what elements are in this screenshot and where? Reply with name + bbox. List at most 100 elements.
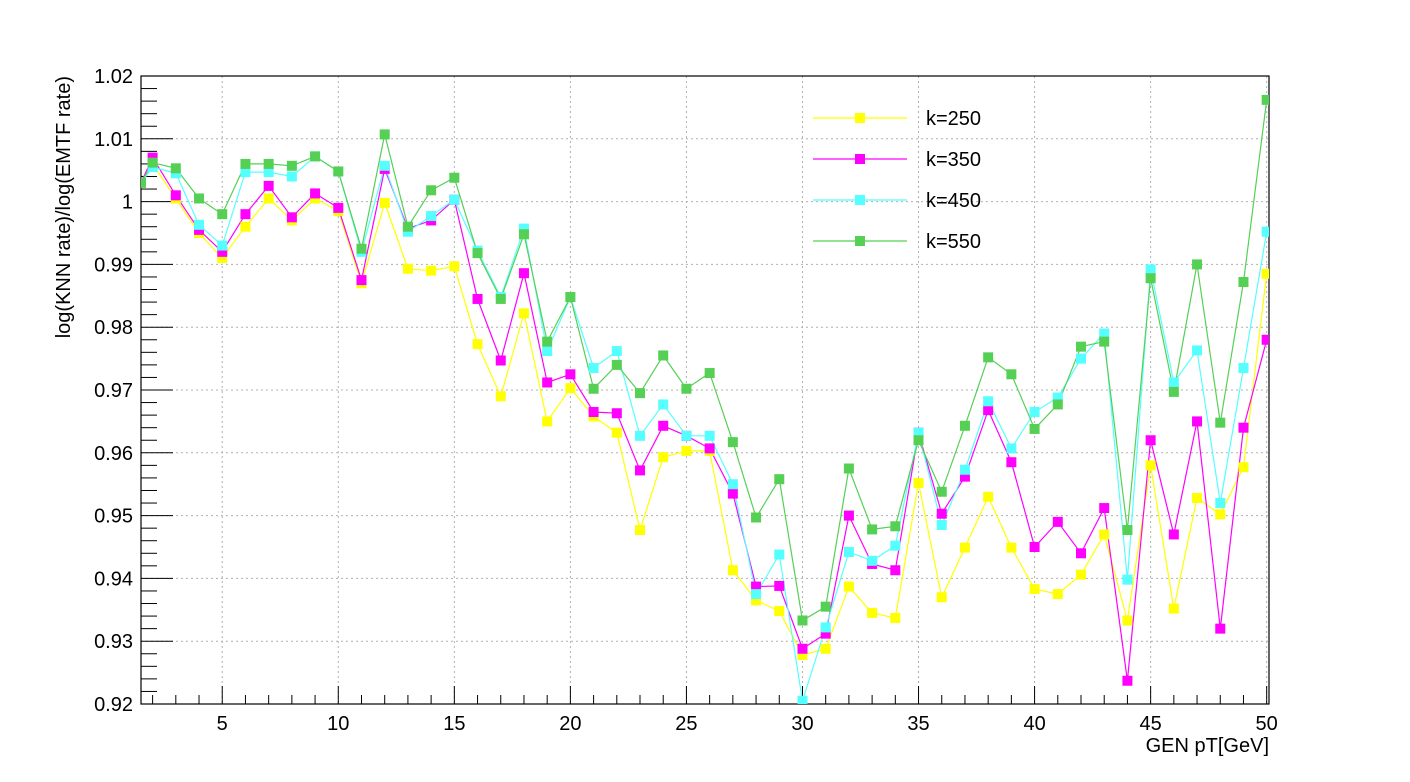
y-tick-label: 0.98 <box>94 317 133 339</box>
data-point <box>959 464 970 475</box>
data-point <box>1168 529 1179 540</box>
data-point <box>147 152 158 163</box>
data-point <box>1122 525 1133 536</box>
data-point <box>240 209 251 220</box>
data-point <box>797 615 808 626</box>
data-point <box>217 209 228 220</box>
x-tick-label: 25 <box>675 713 697 735</box>
data-point <box>936 592 947 603</box>
data-point <box>286 212 297 223</box>
data-point <box>1261 268 1269 279</box>
data-point <box>1145 273 1156 284</box>
y-tick-label: 1 <box>122 192 133 214</box>
data-point <box>170 163 181 174</box>
data-point <box>959 420 970 431</box>
legend-marker <box>855 195 865 205</box>
data-point <box>1215 417 1226 428</box>
data-point <box>1145 460 1156 471</box>
data-point <box>402 263 413 274</box>
y-tick-label: 0.97 <box>94 380 133 402</box>
data-point <box>1052 589 1063 600</box>
data-point <box>820 643 831 654</box>
data-point <box>843 581 854 592</box>
data-point <box>1192 259 1203 270</box>
data-point <box>170 168 181 179</box>
data-point <box>936 508 947 519</box>
data-point <box>774 549 785 560</box>
data-point <box>797 695 808 704</box>
data-point <box>194 224 205 235</box>
legend-marker <box>855 154 865 164</box>
data-point <box>1076 548 1086 559</box>
data-point <box>820 628 831 639</box>
data-point <box>1006 542 1017 553</box>
data-point <box>1192 416 1203 427</box>
x-tick-label: 10 <box>327 713 349 735</box>
data-point <box>379 129 390 140</box>
data-point <box>402 226 413 237</box>
data-point <box>959 542 970 553</box>
data-point <box>890 565 901 576</box>
data-point <box>217 246 228 257</box>
data-point <box>936 486 947 497</box>
data-point <box>588 363 599 374</box>
data-point <box>1215 509 1226 520</box>
data-point <box>565 383 576 394</box>
y-tick-label: 0.99 <box>94 254 133 276</box>
data-point <box>681 383 692 394</box>
data-point <box>658 452 669 463</box>
data-point <box>1261 334 1269 345</box>
y-axis-title: log(KNN rate)/log(EMTF rate) <box>53 76 75 338</box>
data-point <box>1052 516 1063 527</box>
data-point <box>727 437 738 448</box>
data-point <box>147 157 158 168</box>
data-point <box>913 427 924 438</box>
data-point <box>263 158 274 169</box>
data-point <box>751 512 762 523</box>
data-point <box>1052 392 1063 403</box>
y-tick-label: 0.96 <box>94 443 133 465</box>
data-point <box>635 465 646 476</box>
data-point <box>774 474 785 485</box>
data-point <box>1238 422 1249 433</box>
data-point <box>1168 603 1179 614</box>
data-point <box>518 308 529 319</box>
legend-label: k=550 <box>926 231 981 253</box>
data-point <box>240 158 251 169</box>
data-point <box>913 477 924 488</box>
data-point <box>983 491 994 502</box>
data-point <box>704 443 715 454</box>
data-point <box>611 427 622 438</box>
data-point <box>727 488 738 499</box>
data-point <box>820 622 831 633</box>
data-point <box>1029 406 1040 417</box>
data-point <box>356 275 367 286</box>
data-point <box>1168 377 1179 388</box>
data-point <box>959 471 970 482</box>
y-tick-label: 0.94 <box>94 568 133 590</box>
data-point <box>751 589 762 600</box>
data-point <box>727 565 738 576</box>
data-point <box>1215 498 1226 509</box>
data-point <box>217 253 228 264</box>
data-point <box>751 595 762 606</box>
data-point <box>983 396 994 407</box>
data-point <box>240 221 251 232</box>
legend-marker <box>855 236 865 246</box>
data-point <box>588 406 599 417</box>
data-point <box>518 223 529 234</box>
y-tick-label: 0.92 <box>94 694 133 716</box>
legend-label: k=350 <box>926 149 981 171</box>
data-point <box>1145 435 1156 446</box>
data-point <box>611 346 622 357</box>
data-point <box>356 243 367 254</box>
legend-entry: k=250 <box>813 108 981 130</box>
data-point <box>727 479 738 490</box>
data-point <box>1261 94 1269 105</box>
data-point <box>426 211 437 222</box>
legend-entry: k=350 <box>813 149 981 171</box>
data-point <box>449 261 460 272</box>
y-tick-label: 0.95 <box>94 506 133 528</box>
data-point <box>913 435 924 446</box>
